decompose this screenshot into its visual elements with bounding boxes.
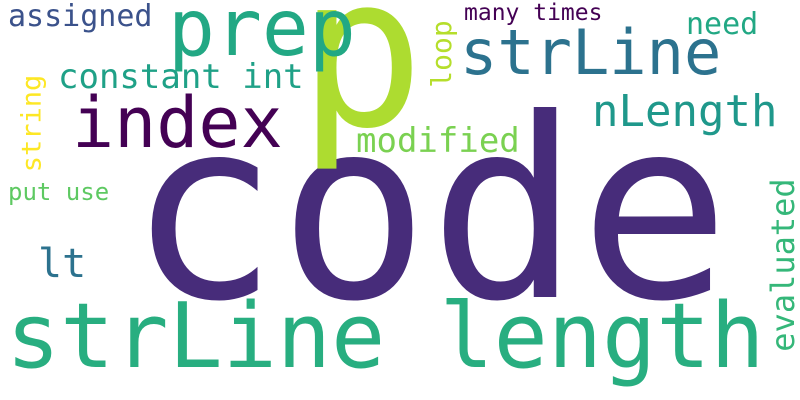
word-lt: lt: [38, 241, 87, 287]
word-index: index: [72, 82, 283, 164]
word-assigned: assigned: [8, 0, 153, 34]
word-modified: modified: [356, 121, 520, 161]
word-p: p: [298, 0, 425, 175]
word-constant-int: constant int: [58, 57, 304, 97]
word-loop: loop: [425, 20, 458, 88]
word-code: code: [128, 65, 731, 356]
word-strline-length: strLine length: [6, 284, 765, 389]
word-prep: prep: [168, 0, 356, 74]
word-strline: strLine: [460, 16, 722, 89]
word-string: string: [16, 74, 48, 173]
word-evaluated: evaluated: [764, 178, 800, 352]
word-many-times: many times: [464, 0, 603, 26]
word-need: need: [686, 7, 759, 42]
word-nlength: nLength: [592, 86, 778, 137]
word-put-use: put use: [8, 178, 110, 206]
